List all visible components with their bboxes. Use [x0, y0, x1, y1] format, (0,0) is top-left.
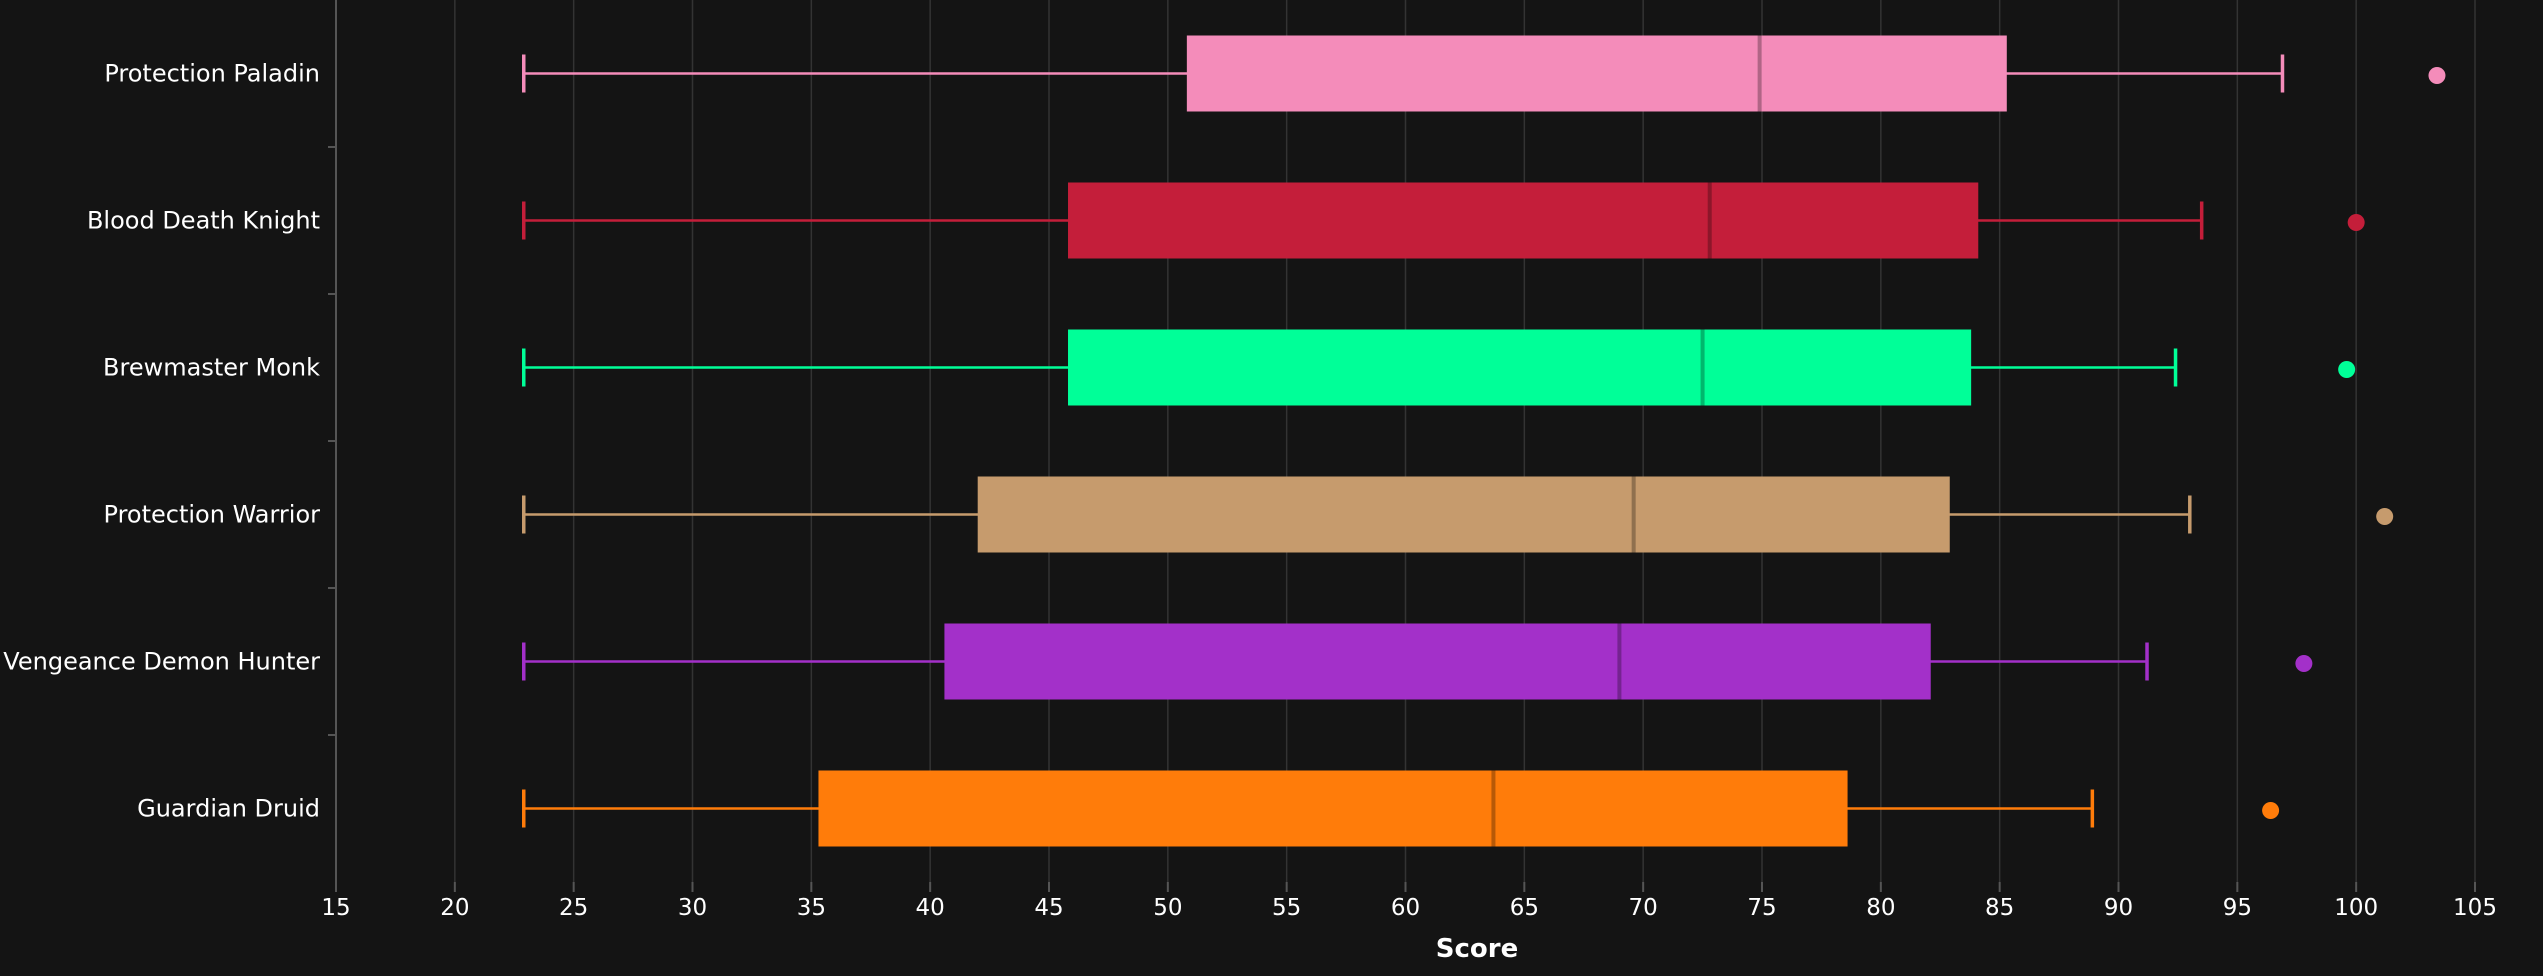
x-tick-label: 105 [2453, 895, 2497, 921]
box-group: Protection Paladin [104, 35, 2446, 112]
x-axis: 15 20 25 30 35 40 45 50 55 60 65 70 75 80 85 90 95 100 105 [321, 882, 2497, 921]
category-label: Protection Warrior [104, 501, 321, 529]
box [818, 770, 1848, 847]
x-axis-title: Score [1436, 934, 1518, 964]
box-group: Protection Warrior [104, 476, 2394, 553]
x-tick-label: 50 [1153, 895, 1182, 921]
x-tick-label: 45 [1034, 895, 1063, 921]
outlier-point [2376, 508, 2394, 525]
box-group: Blood Death Knight [87, 182, 2365, 259]
category-label: Blood Death Knight [87, 207, 320, 235]
x-tick-label: 70 [1629, 895, 1658, 921]
x-tick-label: 25 [559, 895, 588, 921]
outlier-point [2347, 214, 2365, 231]
category-label: Protection Paladin [104, 60, 320, 88]
box [1068, 182, 1979, 259]
category-label: Brewmaster Monk [103, 354, 320, 382]
x-tick-label: 90 [2104, 895, 2133, 921]
box [977, 476, 1950, 553]
y-axis [328, 0, 337, 882]
box-group: Vengeance Demon Hunter [3, 623, 2313, 700]
x-tick-label: 85 [1985, 895, 2014, 921]
outlier-point [2338, 361, 2356, 378]
box [944, 623, 1931, 700]
x-tick-label: 35 [797, 895, 826, 921]
category-label: Guardian Druid [137, 795, 320, 823]
x-tick-label: 40 [916, 895, 945, 921]
x-tick-label: 55 [1272, 895, 1301, 921]
box [1186, 35, 2007, 112]
x-tick-label: 60 [1391, 895, 1420, 921]
outlier-point [2262, 802, 2280, 819]
outlier-point [2428, 67, 2446, 84]
x-tick-label: 100 [2334, 895, 2378, 921]
category-label: Vengeance Demon Hunter [3, 648, 320, 676]
box [1068, 329, 1972, 406]
x-tick-label: 95 [2223, 895, 2252, 921]
x-tick-label: 75 [1747, 895, 1776, 921]
grid-lines [454, 0, 2476, 882]
x-tick-label: 20 [440, 895, 469, 921]
box-group: Guardian Druid [137, 770, 2280, 847]
x-tick-label: 80 [1866, 895, 1895, 921]
x-tick-label: 30 [678, 895, 707, 921]
outlier-point [2295, 655, 2313, 672]
box-series: Protection Paladin Blood Death Knight Brew… [3, 35, 2446, 847]
x-tick-label: 65 [1510, 895, 1539, 921]
x-tick-label: 15 [321, 895, 350, 921]
box-group: Brewmaster Monk [103, 329, 2356, 406]
